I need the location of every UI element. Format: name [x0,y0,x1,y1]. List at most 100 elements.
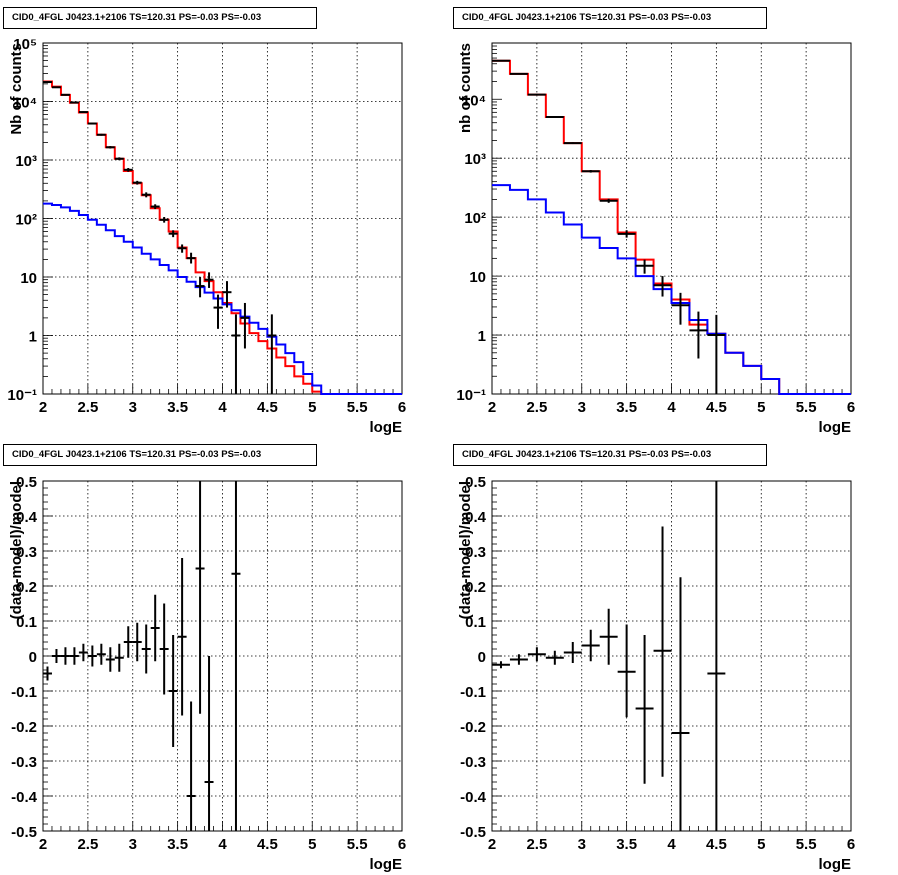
data-point [51,86,61,89]
x-tick-label: 3.5 [167,399,188,416]
residual-point [123,626,133,658]
y-tick-label: 10² [464,210,486,227]
data-point [509,72,528,75]
data-point [267,314,277,394]
x-axis-title: logE [370,419,403,436]
data-point [689,311,708,359]
y-tick-label: -0.4 [11,789,38,806]
y-tick-label: 10⁴ [462,92,486,109]
x-axis-title: logE [370,856,403,873]
residual-point [581,629,600,662]
y-tick-label: 0.3 [16,544,37,561]
y-tick-label: 0.5 [465,474,486,491]
panel-4-plot: 2 2.5 3 3.5 4 4.5 5 5.5 6 -0.5 -0.4 -0.3 -0.2 -0.1 0 0.… [457,474,855,873]
x-tick-label: 3 [129,399,137,416]
data-point [204,272,214,288]
data-point [150,204,160,210]
residual-point [671,577,690,831]
residual-point [186,701,196,831]
plot-frame [491,480,852,832]
residual-point [509,654,528,665]
data-point [78,111,88,114]
x-tick-label: 4.5 [706,399,727,416]
panel-2-plot: 2 2.5 3 3.5 4 4.5 5 5.5 6 10⁻¹ 1 10 10² 10³ 10⁴ logE nb … [456,42,855,436]
panel-3-title: CID0_4FGL J0423.1+2106 TS=120.31 PS=-0.0… [3,444,317,466]
data-point [159,217,169,223]
data-point [69,101,79,104]
y-axis-title: nb of counts [457,43,474,133]
x-tick-label: 2 [488,399,496,416]
x-tick-label: 5 [757,399,765,416]
data-point [222,281,232,308]
panel-1-title: CID0_4FGL J0423.1+2106 TS=120.31 PS=-0.0… [3,7,317,29]
y-tick-label: -0.2 [460,719,486,736]
residual-point [527,647,546,662]
residual-point [492,661,510,669]
data-point [96,133,106,136]
residual-point [195,481,205,714]
x-tick-label: 3.5 [616,836,637,853]
x-tick-label: 4 [218,836,227,853]
data-point [123,167,133,172]
y-axis-title: (data-model)/model [457,481,474,619]
y-tick-label: 0.4 [465,509,487,526]
x-tick-label: 6 [847,836,855,853]
y-tick-label: 10 [20,270,37,287]
data-point [527,93,546,96]
data-point [105,146,115,149]
x-tick-label: 5.5 [796,399,817,416]
data-point [168,230,178,238]
data-point [43,81,52,84]
data-point [617,230,636,238]
data-point [141,192,151,198]
x-axis-title: logE [819,856,852,873]
plot-frame [42,42,403,395]
x-tick-label: 6 [398,399,406,416]
data-point [177,244,187,253]
x-tick-label: 2 [39,836,47,853]
x-tick-label: 3.5 [616,399,637,416]
y-tick-label: -0.5 [460,824,486,841]
y-tick-label: -0.3 [460,754,486,771]
residual-point [599,608,618,665]
residual-point [563,642,582,663]
plot-frame [42,480,403,832]
x-tick-label: 4 [667,399,676,416]
data-point [563,142,582,145]
x-tick-label: 4 [667,836,676,853]
data-point [240,302,250,349]
y-axis-title: (data-model)/model [8,481,25,619]
x-tick-label: 6 [847,399,855,416]
data-point [671,292,690,325]
residual-point [168,635,178,747]
data-point [87,122,97,125]
x-tick-label: 2.5 [77,399,98,416]
x-tick-label: 5.5 [347,399,368,416]
data-point [213,294,223,329]
residual-point [96,643,106,665]
y-tick-label: 0.1 [465,614,486,631]
y-tick-label: -0.1 [460,684,486,701]
x-tick-label: 3 [578,836,586,853]
y-tick-label: 1 [478,328,486,345]
y-tick-label: 10⁻¹ [456,387,486,404]
data-point [653,276,672,297]
x-tick-label: 2.5 [526,836,547,853]
residual-point [132,622,142,662]
residual-point [545,650,564,665]
plot-frame [491,42,852,395]
y-tick-label: 0.2 [16,579,37,596]
y-tick-label: 10⁴ [13,95,37,112]
y-tick-label: 0 [478,649,486,666]
y-tick-label: -0.2 [11,719,37,736]
residual-point [150,594,160,662]
x-tick-label: 4.5 [706,836,727,853]
residual-point [617,624,636,718]
y-axis-title: Nb of counts [8,43,25,135]
residual-point [105,647,115,672]
x-tick-label: 3.5 [167,836,188,853]
residual-point [87,645,97,667]
x-tick-label: 2.5 [526,399,547,416]
residual-point [231,481,241,831]
